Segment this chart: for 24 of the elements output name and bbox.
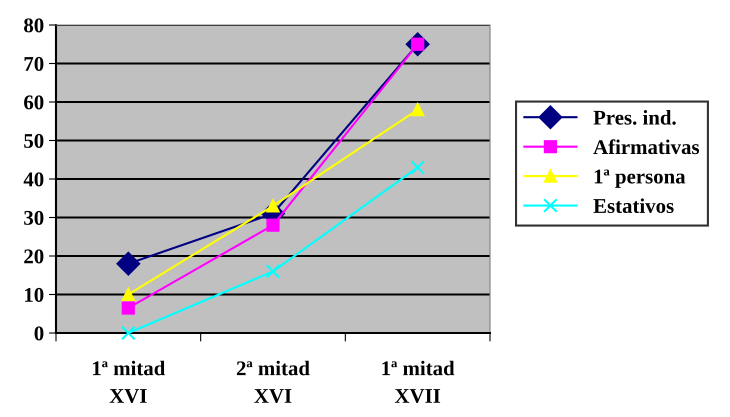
point [266, 218, 280, 232]
y-tick-label: 50 [24, 134, 44, 148]
point [411, 103, 424, 116]
y-tick-label: 10 [25, 288, 44, 302]
legend-label: Estativos [593, 198, 674, 214]
x-tick-label: 1ª mitad XVII [382, 360, 454, 404]
point [122, 288, 135, 302]
y-tick-label: 30 [24, 210, 44, 225]
legend-label: Afirmativas [593, 139, 700, 154]
y-tick-label: 40 [24, 172, 44, 186]
y-tick-label: 20 [24, 249, 44, 264]
y-tick-label: 80 [24, 18, 44, 32]
point [410, 160, 425, 175]
x-tick-label: 1ª mitad XVI [93, 360, 166, 404]
legend-label: 1ª persona [594, 170, 686, 188]
point [266, 264, 280, 279]
point [121, 326, 136, 340]
legend-label: Pres. ind. [593, 110, 676, 125]
point [122, 301, 135, 315]
x-tick-label: 2ª mitad XVI [236, 360, 310, 404]
point [116, 252, 140, 276]
y-tick-label: 0 [34, 326, 44, 340]
y-tick-label: 60 [24, 95, 44, 110]
y-tick-label: 70 [24, 56, 44, 71]
